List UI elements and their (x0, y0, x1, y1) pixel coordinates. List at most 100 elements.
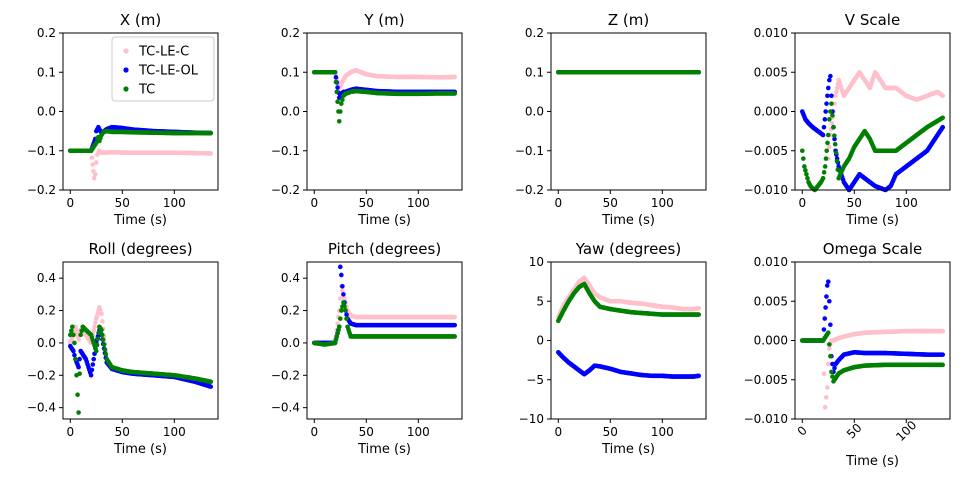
data-point (341, 292, 346, 297)
data-point (696, 306, 702, 311)
series-tc (311, 300, 458, 347)
subplot-omega-scale: 0 50 100 −0.010 −0.005 0.000 0.005 0.010 Omega S… (744, 240, 951, 469)
x-tick-label: 50 (847, 196, 862, 210)
x-tick-label: 0 (66, 196, 74, 210)
subplot-y-m: 0 50 100 −0.2 −0.1 0.0 0.1 0.2 Y (m) Time (s) (271, 11, 463, 228)
data-point (824, 101, 829, 106)
series-tc-le-c (311, 67, 458, 91)
data-point (88, 373, 94, 378)
x-axis-label: Time (s) (845, 454, 899, 469)
data-point (334, 89, 340, 95)
data-point (71, 332, 76, 338)
data-point (823, 156, 829, 161)
x-tick-label: 100 (651, 196, 674, 210)
data-point (332, 69, 338, 75)
subplot-title: Omega Scale (823, 240, 923, 258)
legend-label-tc: TC (138, 83, 155, 98)
data-point (821, 371, 827, 377)
y-tick-label: 0.1 (525, 65, 544, 79)
data-point (91, 356, 96, 362)
subplot-title: Z (m) (608, 11, 649, 29)
data-point (75, 392, 80, 398)
data-point (452, 314, 458, 320)
y-tick-label: −0.2 (27, 368, 56, 382)
y-tick-label: 0 (536, 334, 544, 348)
y-tick-label: 0.0 (281, 336, 300, 350)
data-point (829, 120, 835, 126)
data-point (339, 101, 344, 106)
x-tick-label: 0 (66, 425, 74, 439)
x-axis-label: Time (s) (845, 213, 899, 228)
y-tick-label: −0.2 (271, 183, 300, 197)
data-point (822, 316, 828, 321)
data-point (339, 308, 344, 313)
x-axis-label: Time (s) (357, 213, 411, 228)
data-point (822, 164, 828, 169)
data-point (91, 175, 97, 181)
data-point (102, 347, 108, 352)
data-point (337, 316, 343, 321)
x-tick-label: 50 (359, 196, 374, 210)
data-point (825, 93, 830, 99)
data-point (92, 172, 98, 177)
y-tick-label: 0.0 (37, 105, 56, 119)
axes-frame (62, 261, 219, 420)
legend-label-tc-le-c: TC-LE-C (138, 45, 189, 60)
data-point (940, 328, 946, 334)
data-point (100, 319, 105, 324)
data-point (103, 351, 109, 357)
data-point (830, 113, 835, 118)
data-point (827, 77, 832, 83)
series-tc-le-c (311, 283, 458, 346)
data-point (93, 348, 99, 354)
data-point (76, 337, 81, 342)
data-point (822, 117, 828, 122)
data-point (73, 356, 78, 362)
x-tick-label: 100 (407, 425, 430, 439)
series-tc-le-ol (555, 349, 702, 379)
data-point (72, 340, 77, 346)
data-point (829, 369, 834, 375)
data-point (208, 384, 214, 389)
data-point (834, 89, 839, 95)
data-point (828, 109, 833, 114)
data-point (340, 283, 345, 289)
data-point (940, 124, 946, 130)
y-tick-label: −0.010 (744, 412, 788, 426)
data-point (337, 109, 343, 114)
data-point (90, 362, 96, 367)
x-axis-label: Time (s) (601, 442, 655, 457)
data-point (824, 294, 829, 299)
subplot-title: Pitch (degrees) (328, 240, 441, 258)
y-tick-label: −0.4 (27, 401, 56, 415)
data-point (99, 327, 104, 333)
series-tc (311, 69, 458, 124)
data-point (824, 385, 830, 390)
subplot-yaw-degrees: 0 50 100 −10 −5 0 5 10 Yaw (degrees) Time (s) (519, 240, 707, 457)
y-tick-label: −0.1 (515, 144, 544, 158)
data-point (76, 410, 81, 415)
series-tc (799, 330, 946, 384)
series-tc-le-ol (311, 264, 458, 346)
series-tc-le-c (67, 148, 214, 181)
data-point (89, 155, 95, 160)
data-point (71, 348, 76, 354)
data-point (208, 130, 214, 136)
data-point (92, 324, 97, 330)
data-point (940, 352, 946, 357)
legend-box (111, 36, 215, 102)
y-tick-label: −0.2 (515, 183, 544, 197)
data-point (825, 85, 831, 91)
y-tick-label: −0.1 (271, 144, 300, 158)
data-point (100, 332, 105, 338)
data-point (341, 300, 346, 305)
y-tick-label: −0.005 (744, 373, 788, 387)
x-axis-label: Time (s) (357, 442, 411, 457)
data-point (821, 327, 827, 332)
data-point (335, 99, 340, 104)
data-point (825, 361, 831, 367)
subplot-x-m: 0 50 100 −0.2 −0.1 0.0 0.1 0.2 X (m) Time (s) TC-L… (27, 11, 219, 228)
y-tick-label: 0.0 (525, 105, 544, 119)
data-point (76, 364, 81, 370)
subplot-title: Y (m) (363, 11, 404, 29)
